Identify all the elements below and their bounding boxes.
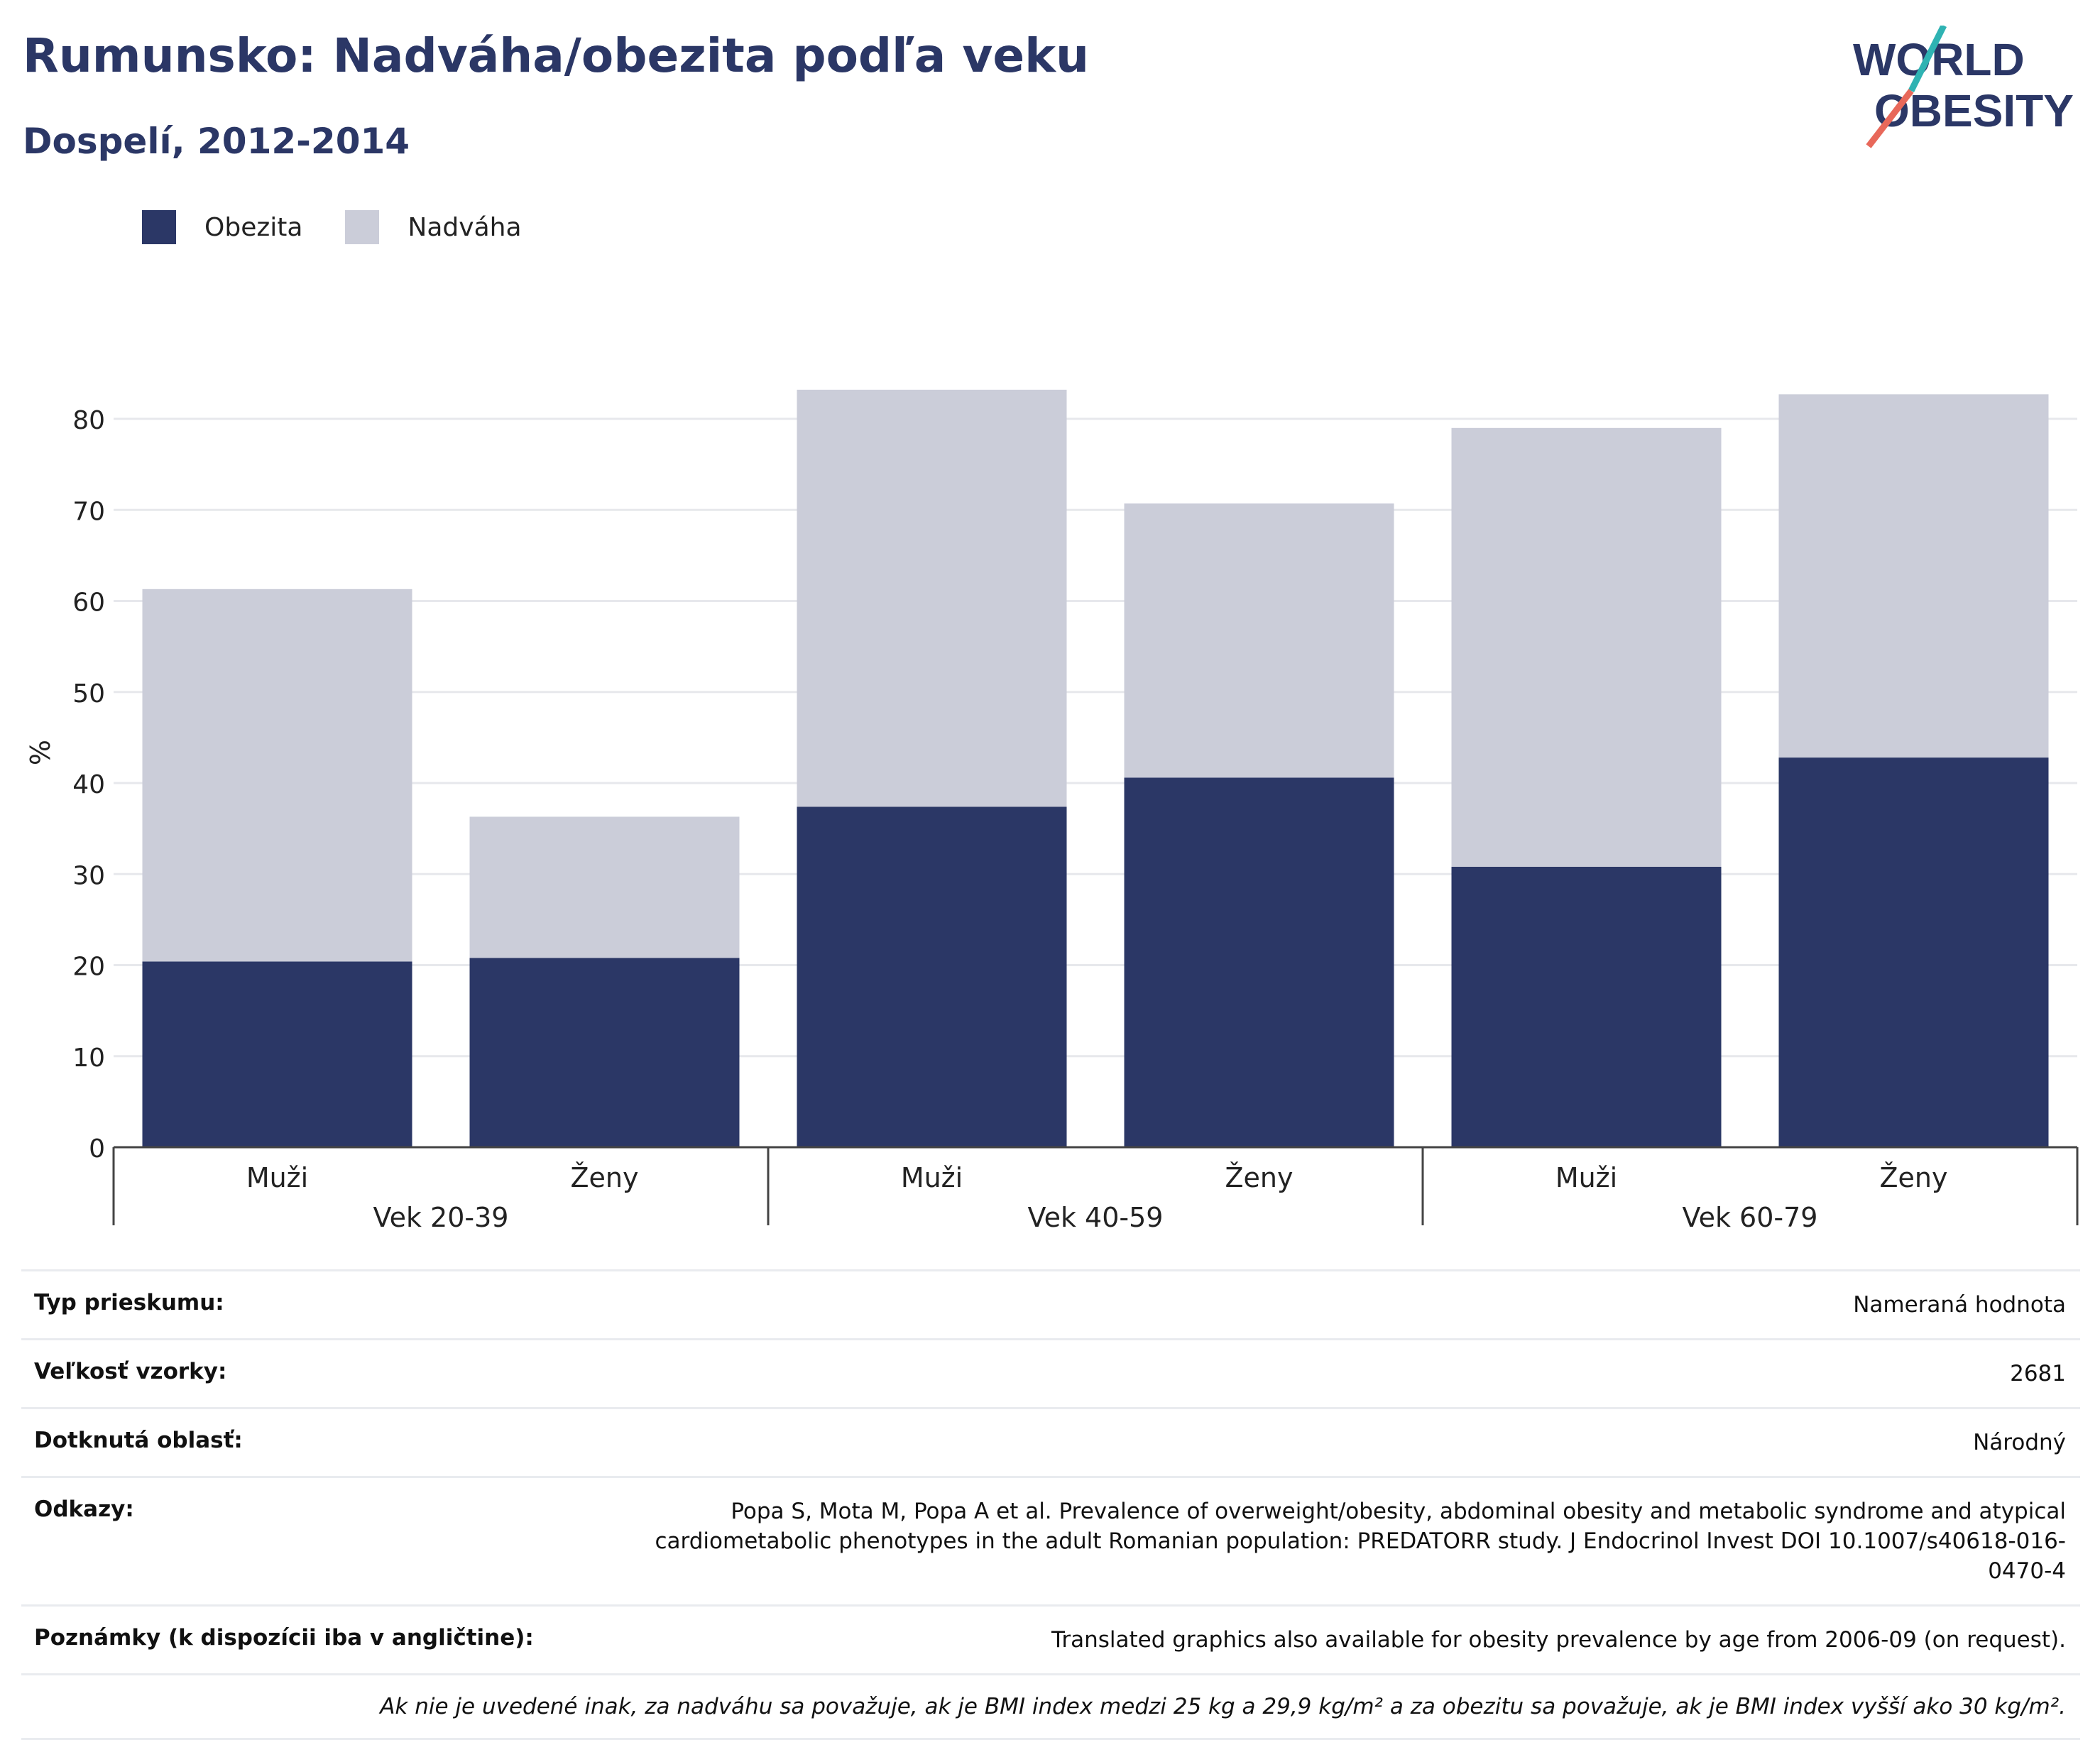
y-tick-label: 80 (72, 406, 105, 435)
x-tick-label: Ženy (1880, 1162, 1948, 1193)
y-tick-label: 50 (72, 679, 105, 708)
logo-teal-stroke (1908, 26, 1947, 93)
legend-swatch-obezita (142, 210, 176, 244)
group-label: Vek 20-39 (373, 1202, 509, 1233)
world-obesity-logo: WORLD OBESITY (1853, 26, 2074, 148)
info-value-sample-size: 2681 (2010, 1361, 2066, 1386)
x-tick-label: Muži (1555, 1162, 1617, 1193)
page-subtitle: Dospelí, 2012-2014 (23, 121, 410, 162)
legend-label-obezita: Obezita (204, 212, 303, 242)
bar-obezita (1451, 866, 1722, 1147)
bar-obezita (1778, 757, 2049, 1147)
legend-label-nadvaha: Nadváha (408, 212, 522, 242)
y-tick-label: 30 (72, 861, 105, 890)
y-tick-label: 10 (72, 1044, 105, 1073)
x-tick-label: Muži (246, 1162, 308, 1193)
group-label: Vek 40-59 (1028, 1202, 1164, 1233)
info-row-footnote: Ak nie je uvedené inak, za nadváhu sa po… (21, 1673, 2080, 1740)
bar-obezita (142, 961, 412, 1147)
y-tick-label: 60 (72, 589, 105, 618)
info-value-notes: Translated graphics also available for o… (1051, 1627, 2066, 1653)
chart-legend: Obezita Nadváha (142, 210, 564, 244)
stacked-bar-chart: 0 10 20 30 40 50 60 70 80% Muži Ženy Muži Ženy Muži Že… (25, 389, 2079, 1233)
info-label-survey-type: Typ prieskumu: (34, 1290, 224, 1315)
info-value-area: Národný (1973, 1430, 2066, 1455)
bar-obezita (1124, 777, 1394, 1147)
info-row-area: Dotknutá oblasť: Národný (21, 1407, 2080, 1476)
y-tick-label: 20 (72, 953, 105, 982)
info-row-references: Odkazy: Popa S, Mota M, Popa A et al. Pr… (21, 1476, 2080, 1604)
bar-nadvaha (1451, 427, 1722, 867)
y-tick-label: 0 (89, 1134, 105, 1164)
bar-nadvaha (1124, 503, 1394, 778)
info-label-area: Dotknutá oblasť: (34, 1428, 243, 1453)
bar-nadvaha (797, 389, 1067, 807)
info-row-sample-size: Veľkosť vzorky: 2681 (21, 1338, 2080, 1407)
x-tick-label: Muži (901, 1162, 963, 1193)
logo-line2: OBESITY (1874, 85, 2074, 136)
x-tick-label: Ženy (1225, 1162, 1294, 1193)
info-value-references: Popa S, Mota M, Popa A et al. Prevalence… (655, 1499, 2066, 1584)
bar-obezita (469, 958, 740, 1147)
bar-obezita (797, 806, 1067, 1147)
footnote: Ak nie je uvedené inak, za nadváhu sa po… (380, 1694, 2066, 1719)
info-row-notes: Poznámky (k dispozícii iba v angličtine)… (21, 1604, 2080, 1673)
legend-item-obezita[interactable]: Obezita (142, 210, 302, 244)
bar-nadvaha (1778, 394, 2049, 758)
y-axis-label: % (25, 740, 56, 765)
legend-swatch-nadvaha (345, 210, 380, 244)
info-table: Typ prieskumu: Nameraná hodnota Veľkosť … (21, 1269, 2080, 1740)
logo-red-stroke (1866, 89, 1914, 148)
y-tick-label: 40 (72, 770, 105, 799)
x-tick-label: Ženy (571, 1162, 639, 1193)
bar-nadvaha (469, 816, 740, 958)
legend-item-nadvaha[interactable]: Nadváha (345, 210, 522, 244)
y-tick-label: 70 (72, 497, 105, 526)
group-label: Vek 60-79 (1683, 1202, 1818, 1233)
info-label-references: Odkazy: (34, 1496, 134, 1522)
info-row-survey-type: Typ prieskumu: Nameraná hodnota (21, 1269, 2080, 1338)
info-value-survey-type: Nameraná hodnota (1853, 1292, 2066, 1318)
info-label-notes: Poznámky (k dispozícii iba v angličtine)… (34, 1625, 534, 1651)
bar-nadvaha (142, 589, 412, 962)
page-title: Rumunsko: Nadváha/obezita podľa veku (23, 28, 1089, 83)
info-label-sample-size: Veľkosť vzorky: (34, 1359, 227, 1384)
